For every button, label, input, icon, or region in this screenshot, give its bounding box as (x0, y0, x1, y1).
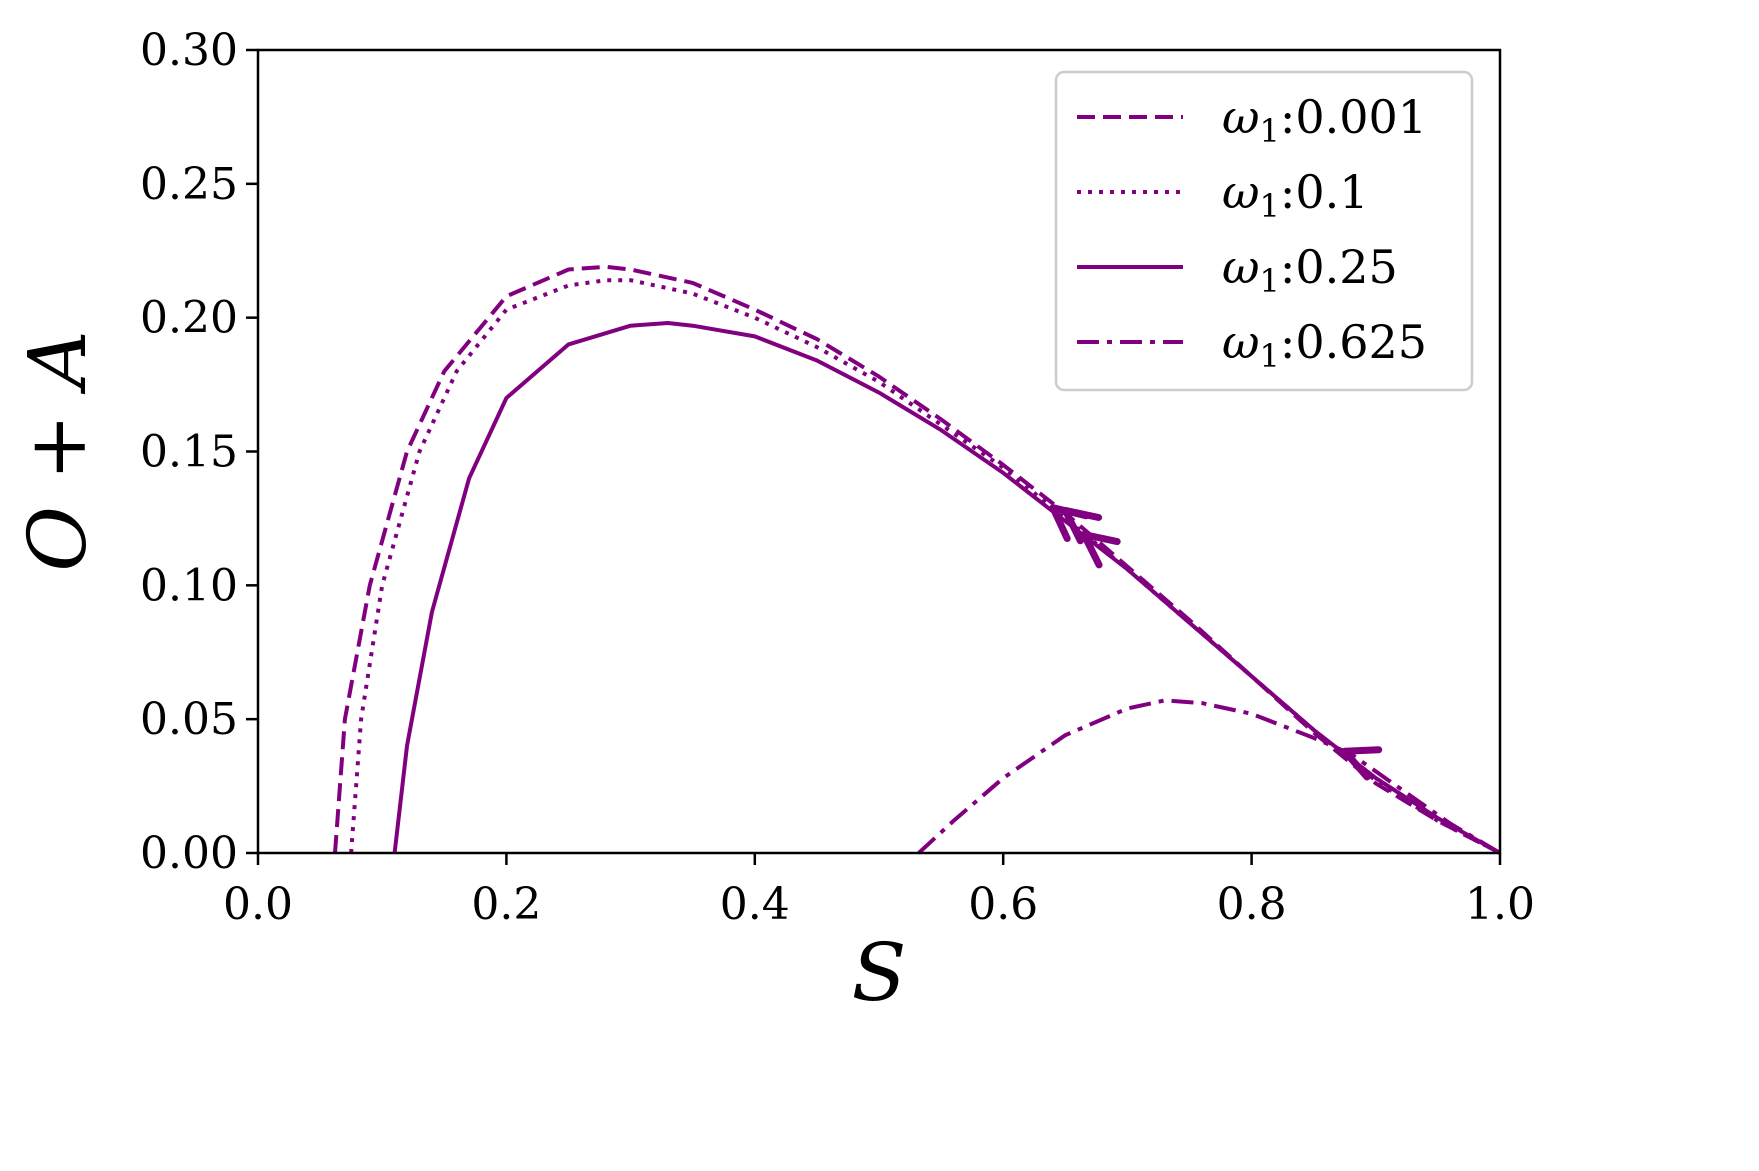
legend-value: :0.625 (1280, 315, 1427, 369)
legend-value: :0.001 (1280, 90, 1427, 144)
x-tick-label: 0.8 (1217, 879, 1287, 930)
direction-arrow (1049, 504, 1090, 542)
x-tick-label: 0.0 (223, 879, 293, 930)
legend-label: ω1:0.1 (1222, 165, 1369, 225)
legend-omega-symbol: ω (1222, 90, 1260, 144)
x-tick-label: 1.0 (1465, 879, 1535, 930)
legend-label: ω1:0.001 (1222, 90, 1427, 150)
series-line (349, 278, 1501, 855)
y-axis-title: O + A (11, 330, 104, 571)
y-tick-label: 0.25 (140, 159, 238, 210)
x-axis-title: S (852, 926, 907, 1019)
y-tick-label: 0.00 (140, 828, 238, 879)
legend-value: :0.1 (1280, 165, 1369, 219)
series-line (333, 264, 1501, 855)
legend-subscript: 1 (1260, 337, 1280, 375)
plot-lines (333, 264, 1502, 855)
direction-arrow (1341, 746, 1383, 781)
y-tick-label: 0.20 (140, 293, 238, 344)
direction-arrow (1080, 531, 1121, 569)
y-tick-label: 0.30 (140, 25, 238, 76)
series-line (392, 321, 1501, 855)
legend-omega-symbol: ω (1222, 315, 1260, 369)
y-tick-label: 0.10 (140, 560, 238, 611)
legend-value: :0.25 (1280, 240, 1398, 294)
x-axis: 0.0 0.2 0.4 0.6 0.8 1.0 (223, 853, 1535, 930)
y-axis: 0.00 0.05 0.10 0.15 0.20 0.25 0.30 (140, 25, 258, 879)
series-line (917, 698, 1502, 855)
x-tick-label: 0.6 (968, 879, 1038, 930)
legend-label: ω1:0.25 (1222, 240, 1398, 300)
legend-label: ω1:0.625 (1222, 315, 1427, 375)
legend-omega-symbol: ω (1222, 165, 1260, 219)
legend-subscript: 1 (1260, 262, 1280, 300)
legend-subscript: 1 (1260, 187, 1280, 225)
x-tick-label: 0.2 (471, 879, 541, 930)
x-tick-label: 0.4 (720, 879, 790, 930)
legend-omega-symbol: ω (1222, 240, 1260, 294)
y-tick-label: 0.15 (140, 427, 238, 478)
y-tick-label: 0.05 (140, 694, 238, 745)
legend-subscript: 1 (1260, 112, 1280, 150)
legend-frame (1054, 70, 1474, 392)
